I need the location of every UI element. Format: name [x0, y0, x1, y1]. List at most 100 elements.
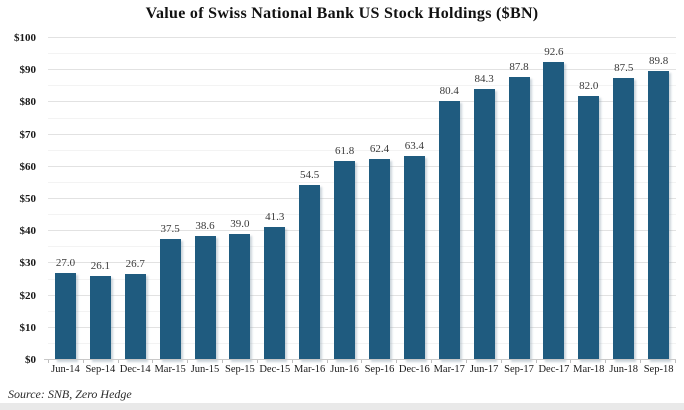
bar-series: 27.0 26.1 26.7 37.5 38.6 39.0 41.3 54.5 61.8 62.4…	[48, 38, 676, 360]
x-axis-label: Dec-17	[538, 364, 570, 375]
y-tick-label: $60	[19, 160, 37, 173]
bar	[229, 234, 251, 360]
x-axis: Jun-14 Sep-14 Dec-14 Mar-15 Jun-15 Sep-15 Dec-…	[48, 364, 676, 380]
x-tick-mark	[119, 360, 154, 363]
x-axis-label: Mar-15	[154, 364, 186, 375]
gridline-minor	[48, 117, 676, 119]
x-tick-mark	[84, 360, 119, 363]
bar	[578, 95, 600, 360]
bar-slot: 84.3	[467, 38, 502, 360]
x-axis-line	[44, 359, 676, 360]
bar-slot: 89.8	[641, 38, 676, 360]
x-axis-label: Mar-16	[294, 364, 326, 375]
y-tick-label: $10	[19, 321, 37, 334]
gridline-minor	[48, 53, 676, 55]
bar-slot: 61.8	[327, 38, 362, 360]
x-axis-label: Dec-14	[119, 364, 151, 375]
y-tick-label: $80	[19, 96, 37, 109]
gridline-major	[48, 230, 676, 232]
y-axis: $0 $10 $20 $30 $40 $50 $60 $70 $80 $90 $100	[0, 32, 42, 366]
gridline-major	[48, 165, 676, 167]
bar-slot: 38.6	[188, 38, 223, 360]
x-axis-label: Mar-17	[433, 364, 465, 375]
bar	[508, 77, 530, 360]
gridline-major	[48, 294, 676, 296]
y-tick-label: $20	[19, 289, 37, 302]
gridline-major	[48, 262, 676, 264]
bar-value-label: 26.7	[125, 258, 145, 271]
bar-slot: 26.7	[118, 38, 153, 360]
bar-value-label: 82.0	[579, 79, 599, 92]
bar	[54, 273, 76, 360]
bar-slot: 26.1	[83, 38, 118, 360]
bar-value-label: 80.4	[439, 85, 459, 98]
source-note: Source: SNB, Zero Hedge	[8, 387, 132, 401]
x-tick-mark	[432, 360, 467, 363]
y-tick-label: $100	[14, 32, 36, 44]
x-axis-label: Jun-16	[330, 364, 359, 375]
bar-slot: 37.5	[153, 38, 188, 360]
bar-value-label: 62.4	[369, 143, 390, 156]
bar-slot: 63.4	[397, 38, 432, 360]
bar	[194, 235, 216, 360]
y-tick-label: $90	[19, 64, 37, 77]
x-axis-label: Sep-14	[85, 364, 116, 375]
x-tick-mark	[48, 360, 84, 363]
x-tick-mark	[571, 360, 607, 363]
gridline-major	[48, 198, 676, 199]
x-tick-mark	[397, 360, 433, 363]
bar	[403, 155, 425, 360]
bar	[124, 274, 146, 360]
bar-slot: 41.3	[257, 38, 292, 360]
gridline-minor	[48, 149, 676, 151]
bar-slot: 54.5	[292, 38, 327, 360]
bar-value-label: 38.6	[195, 219, 215, 232]
bar	[89, 275, 111, 360]
bar-value-label: 41.3	[265, 211, 285, 224]
bar-slot: 62.4	[362, 38, 397, 360]
bar	[368, 159, 390, 360]
x-axis-label: Mar-18	[573, 364, 605, 375]
bar-slot: 87.5	[606, 38, 641, 360]
bar-value-label: 39.0	[230, 218, 250, 231]
gridline-minor	[48, 85, 676, 87]
y-tick-label: $0	[25, 354, 36, 366]
gridline-minor	[48, 246, 676, 248]
bar-value-label: 54.5	[300, 168, 320, 181]
bar	[159, 239, 181, 360]
y-tick-label: $40	[19, 225, 37, 238]
x-axis-label: Sep-16	[364, 364, 395, 375]
x-tick-mark	[258, 360, 293, 363]
bar-slot: 82.0	[571, 38, 606, 360]
bar-slot: 39.0	[222, 38, 257, 360]
x-axis-label: Dec-15	[259, 364, 291, 375]
x-axis-label: Jun-14	[51, 364, 80, 375]
gridline-minor	[48, 214, 676, 216]
gridline-major	[48, 133, 676, 135]
bar-slot: 92.6	[536, 38, 571, 360]
x-tick-mark	[362, 360, 398, 363]
gridline-minor	[48, 181, 676, 183]
x-tick-mark	[467, 360, 502, 363]
gridline-minor	[48, 342, 676, 344]
x-tick-mark	[328, 360, 363, 363]
x-axis-ticks	[48, 360, 676, 363]
y-tick-label: $50	[19, 193, 37, 205]
bar-value-label: 92.6	[544, 45, 564, 58]
bottom-strip	[0, 403, 684, 410]
chart-title: Value of Swiss National Bank US Stock Ho…	[145, 5, 539, 22]
plot-area: 27.0 26.1 26.7 37.5 38.6 39.0 41.3 54.5 61.8 62.4…	[44, 37, 676, 360]
x-axis-label: Jun-15	[190, 364, 220, 375]
x-axis-label: Jun-17	[469, 364, 499, 375]
gridline-major	[48, 326, 676, 328]
bar-value-label: 37.5	[160, 223, 180, 236]
gridline-major	[48, 101, 676, 103]
bar-value-label: 63.4	[404, 139, 424, 152]
bar	[438, 101, 460, 360]
x-tick-mark	[153, 360, 189, 363]
bar-value-label: 26.1	[90, 259, 110, 272]
bar-value-label: 89.8	[648, 54, 669, 67]
y-tick-label: $30	[19, 257, 37, 270]
bar-value-label: 87.8	[509, 61, 529, 74]
